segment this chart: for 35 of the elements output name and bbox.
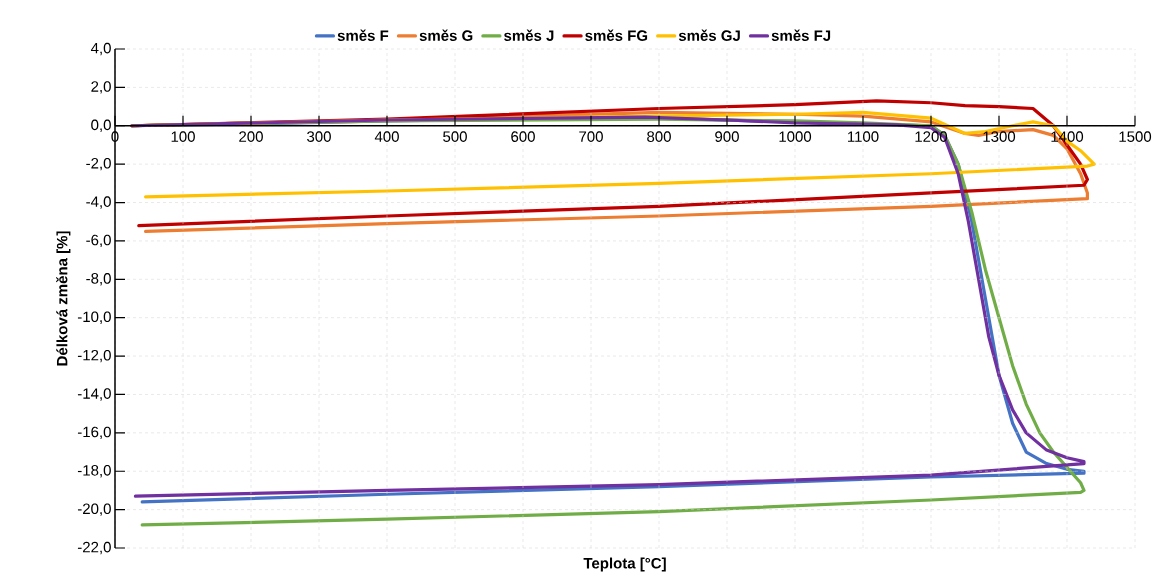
legend-label: směs F xyxy=(337,29,389,41)
x-tick-label: 500 xyxy=(443,131,467,142)
x-tick-label: 400 xyxy=(374,131,399,142)
y-axis-title: Délková změna [%] xyxy=(56,231,71,366)
y-tick-label: -6,0 xyxy=(86,234,111,248)
x-tick-label: 600 xyxy=(511,131,535,142)
x-tick-label: 200 xyxy=(239,131,263,142)
x-tick-label: 100 xyxy=(171,131,195,142)
legend-label: směs G xyxy=(419,29,473,41)
x-tick-label: 300 xyxy=(307,131,331,142)
x-tick-label: 800 xyxy=(647,131,671,142)
x-tick-label: 1500 xyxy=(1119,131,1152,142)
x-tick-label: 1000 xyxy=(779,131,812,142)
y-tick-label: -20,0 xyxy=(77,503,111,516)
legend-label: směs J xyxy=(504,29,554,41)
y-tick-label: -10,0 xyxy=(77,311,111,324)
x-tick-label: 900 xyxy=(715,131,739,142)
y-tick-label: 0,0 xyxy=(91,119,111,132)
y-tick-label: 4,0 xyxy=(90,42,111,56)
y-tick-label: -16,0 xyxy=(77,426,111,440)
x-tick-label: 1100 xyxy=(848,131,879,142)
y-tick-label: -18,0 xyxy=(77,465,111,478)
y-tick-label: -4,0 xyxy=(86,196,111,209)
legend-label: směs FJ xyxy=(771,29,831,41)
y-tick-label: -2,0 xyxy=(86,157,111,171)
y-tick-label: -12,0 xyxy=(77,349,111,363)
y-tick-label: -8,0 xyxy=(86,273,111,286)
legend-label: směs FG xyxy=(585,29,648,41)
y-tick-label: -14,0 xyxy=(77,388,111,401)
x-tick-label: 700 xyxy=(579,131,603,142)
legend-label: směs GJ xyxy=(678,29,740,41)
y-tick-label: 2,0 xyxy=(91,81,111,94)
x-axis-title: Teplota [°C] xyxy=(583,557,666,572)
x-tick-label: 1300 xyxy=(983,131,1016,142)
y-tick-label: -22,0 xyxy=(77,541,111,555)
